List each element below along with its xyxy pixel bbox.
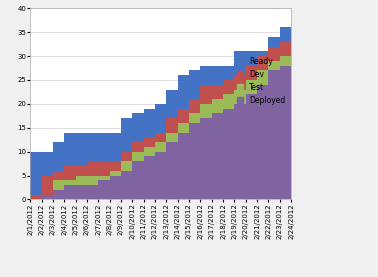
Legend: Ready, Dev, Test, Deployed: Ready, Dev, Test, Deployed <box>236 56 287 106</box>
